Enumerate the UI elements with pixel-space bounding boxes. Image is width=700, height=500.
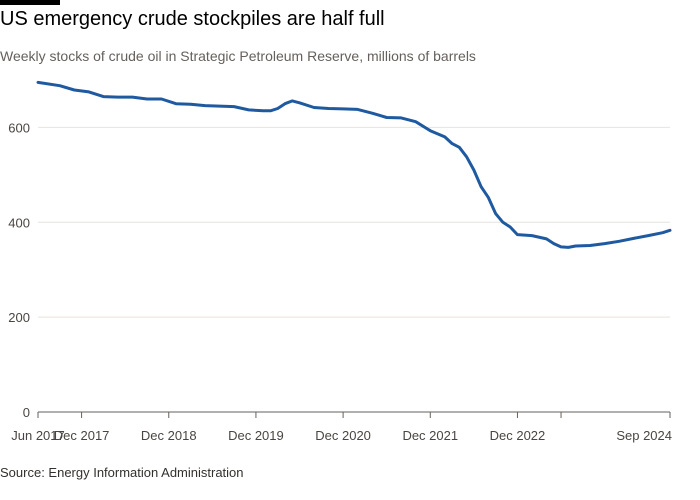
x-tick-label: Dec 2019 <box>228 428 284 443</box>
y-tick-label: 600 <box>8 120 30 135</box>
y-tick-label: 400 <box>8 215 30 230</box>
chart-subtitle: Weekly stocks of crude oil in Strategic … <box>0 48 476 64</box>
x-tick-label: Dec 2018 <box>141 428 197 443</box>
x-tick-label: Jun 2017 <box>11 428 65 443</box>
gridlines <box>38 126 670 413</box>
y-tick-label: 0 <box>23 405 30 420</box>
series-layer <box>36 80 672 249</box>
x-tick-label: Dec 2017 <box>54 428 110 443</box>
series-line-0 <box>36 80 672 249</box>
y-axis-ticks: 0 200 400 600 <box>8 120 30 420</box>
x-tick-label: Dec 2021 <box>402 428 458 443</box>
top-rule <box>0 0 60 5</box>
chart-title: US emergency crude stockpiles are half f… <box>0 8 385 30</box>
y-tick-label: 200 <box>8 310 30 325</box>
x-tick-label: Sep 2024 <box>616 428 672 443</box>
source-note: Source: Energy Information Administratio… <box>0 465 244 480</box>
x-tick-label: Dec 2022 <box>490 428 546 443</box>
x-tick-label: Dec 2020 <box>315 428 371 443</box>
